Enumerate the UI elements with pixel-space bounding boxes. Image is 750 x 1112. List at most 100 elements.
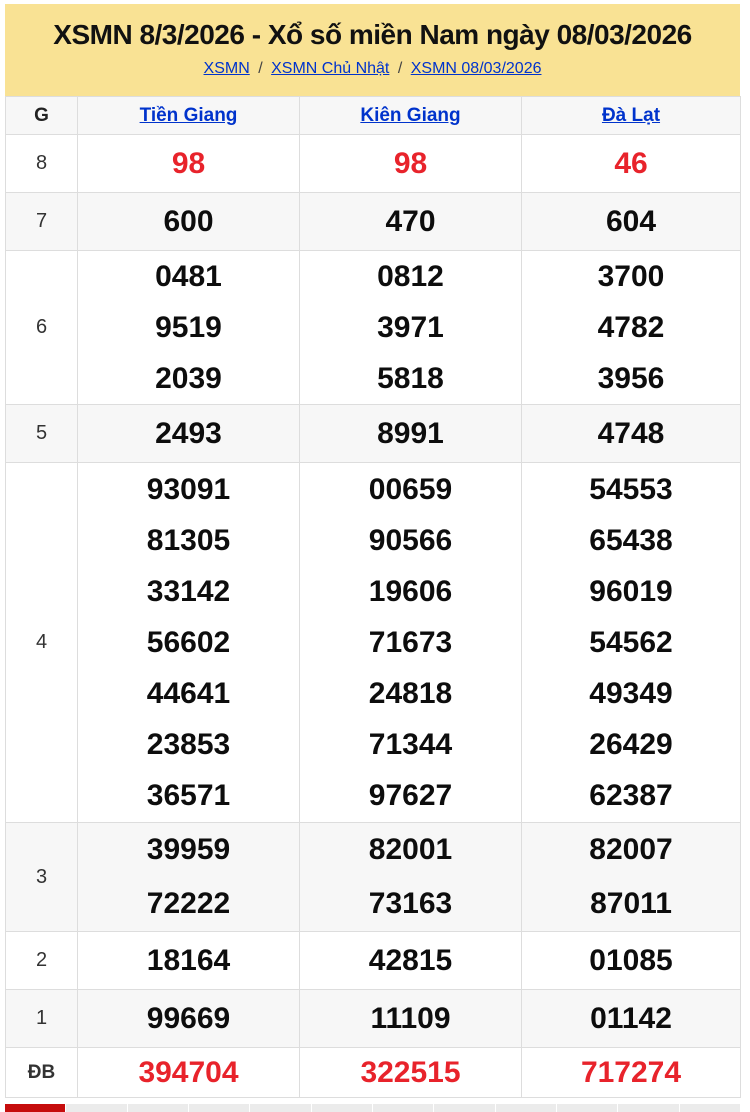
result-number: 322515	[360, 1055, 461, 1089]
strip-cell	[188, 1104, 250, 1112]
strip-cell	[618, 1104, 679, 1112]
result-number: 2039	[155, 362, 222, 395]
page-title: XSMN 8/3/2026 - Xổ số miền Nam ngày 08/0…	[53, 19, 692, 50]
result-number: 5818	[377, 362, 444, 395]
results-table: G Tiền Giang Kiên Giang Đà Lạt 8 98 98 4…	[5, 96, 741, 1098]
result-cell: 600	[77, 192, 300, 251]
result-number: 4748	[597, 416, 665, 450]
result-number: 44641	[146, 677, 231, 710]
result-number: 49349	[589, 677, 673, 710]
result-cell: 2493	[77, 404, 300, 463]
result-number: 99669	[146, 1001, 231, 1035]
result-number: 604	[605, 204, 657, 238]
prize-label: 6	[5, 250, 78, 405]
result-number: 39959	[146, 833, 231, 866]
result-number: 82007	[589, 833, 673, 866]
strip-cell	[679, 1104, 740, 1112]
breadcrumb-separator: /	[258, 60, 263, 77]
result-number: 36571	[146, 779, 231, 812]
result-number: 24818	[368, 677, 453, 710]
column-header-tien-giang: Tiền Giang	[77, 96, 300, 135]
result-number: 73163	[368, 887, 453, 920]
result-number: 62387	[589, 779, 673, 812]
result-number: 3700	[597, 260, 665, 293]
result-number: 717274	[580, 1055, 682, 1089]
result-number: 0481	[155, 260, 222, 293]
result-cell: 82001 73163	[299, 822, 522, 932]
strip-cell-active	[5, 1104, 66, 1112]
result-number: 01085	[589, 943, 673, 977]
result-cell: 0812 3971 5818	[299, 250, 522, 405]
result-number: 33142	[146, 575, 231, 608]
result-number: 3956	[597, 362, 665, 395]
result-number: 71673	[368, 626, 453, 659]
result-number: 19606	[368, 575, 453, 608]
result-number: 71344	[368, 728, 453, 761]
strip-cell	[556, 1104, 618, 1112]
result-number: 18164	[146, 943, 231, 977]
prize-row-5: 5 2493 8991 4748	[5, 404, 741, 463]
strip-cell	[127, 1104, 188, 1112]
prize-row-db: ĐB 394704 322515 717274	[5, 1047, 741, 1098]
strip-cell	[495, 1104, 556, 1112]
result-number: 8991	[377, 416, 444, 450]
result-cell: 01085	[521, 931, 741, 990]
result-number: 56602	[146, 626, 231, 659]
result-number: 65438	[589, 524, 673, 557]
prize-column-header: G	[5, 96, 78, 135]
prize-label: 1	[5, 989, 78, 1048]
prize-row-2: 2 18164 42815 01085	[5, 931, 741, 990]
result-number: 9519	[155, 311, 222, 344]
result-cell: 98	[77, 134, 300, 193]
result-cell: 99669	[77, 989, 300, 1048]
result-number: 87011	[590, 887, 672, 920]
result-cell: 42815	[299, 931, 522, 990]
result-number: 23853	[146, 728, 231, 761]
result-cell: 18164	[77, 931, 300, 990]
result-cell: 98	[299, 134, 522, 193]
result-cell: 8991	[299, 404, 522, 463]
result-cell: 717274	[521, 1047, 741, 1098]
result-number: 54553	[589, 473, 673, 506]
prize-label: 4	[5, 462, 78, 823]
prize-label: 2	[5, 931, 78, 990]
prize-label: 3	[5, 822, 78, 932]
breadcrumb-link-xsmn[interactable]: XSMN	[203, 60, 250, 77]
prize-row-1: 1 99669 11109 01142	[5, 989, 741, 1048]
breadcrumb-link-xsmn-chu-nhat[interactable]: XSMN Chủ Nhật	[271, 60, 390, 77]
result-number: 97627	[368, 779, 453, 812]
result-number: 81305	[146, 524, 231, 557]
result-number: 90566	[368, 524, 453, 557]
table-header-row: G Tiền Giang Kiên Giang Đà Lạt	[5, 96, 741, 135]
result-number: 96019	[589, 575, 673, 608]
result-number: 72222	[146, 887, 231, 920]
result-number: 54562	[589, 626, 673, 659]
strip-cell	[250, 1104, 311, 1112]
prize-row-6: 6 0481 9519 2039 0812 3971 5818 3700 478…	[5, 250, 741, 405]
prize-row-4: 4 93091 81305 33142 56602 44641 23853 36…	[5, 462, 741, 823]
result-number: 01142	[590, 1001, 672, 1035]
result-cell: 11109	[299, 989, 522, 1048]
result-cell: 0481 9519 2039	[77, 250, 300, 405]
breadcrumb-separator: /	[397, 60, 403, 77]
result-number: 98	[393, 146, 428, 180]
result-number: 82001	[368, 833, 453, 866]
prize-label: ĐB	[5, 1047, 78, 1098]
result-cell: 470	[299, 192, 522, 251]
result-number: 470	[385, 204, 436, 238]
strip-cell	[66, 1104, 127, 1112]
prize-row-7: 7 600 470 604	[5, 192, 741, 251]
result-number: 4782	[597, 311, 665, 344]
column-header-kien-giang: Kiên Giang	[299, 96, 522, 135]
province-link-da-lat[interactable]: Đà Lạt	[601, 104, 661, 126]
result-number: 2493	[155, 416, 222, 450]
result-number: 0812	[377, 260, 444, 293]
prize-label: 8	[5, 134, 78, 193]
result-number: 42815	[368, 943, 453, 977]
province-link-tien-giang[interactable]: Tiền Giang	[139, 104, 238, 126]
result-number: 00659	[368, 473, 453, 506]
breadcrumb-link-xsmn-date[interactable]: XSMN 08/03/2026	[410, 60, 542, 77]
result-cell: 604	[521, 192, 741, 251]
result-cell: 3700 4782 3956	[521, 250, 741, 405]
province-link-kien-giang[interactable]: Kiên Giang	[360, 104, 461, 126]
